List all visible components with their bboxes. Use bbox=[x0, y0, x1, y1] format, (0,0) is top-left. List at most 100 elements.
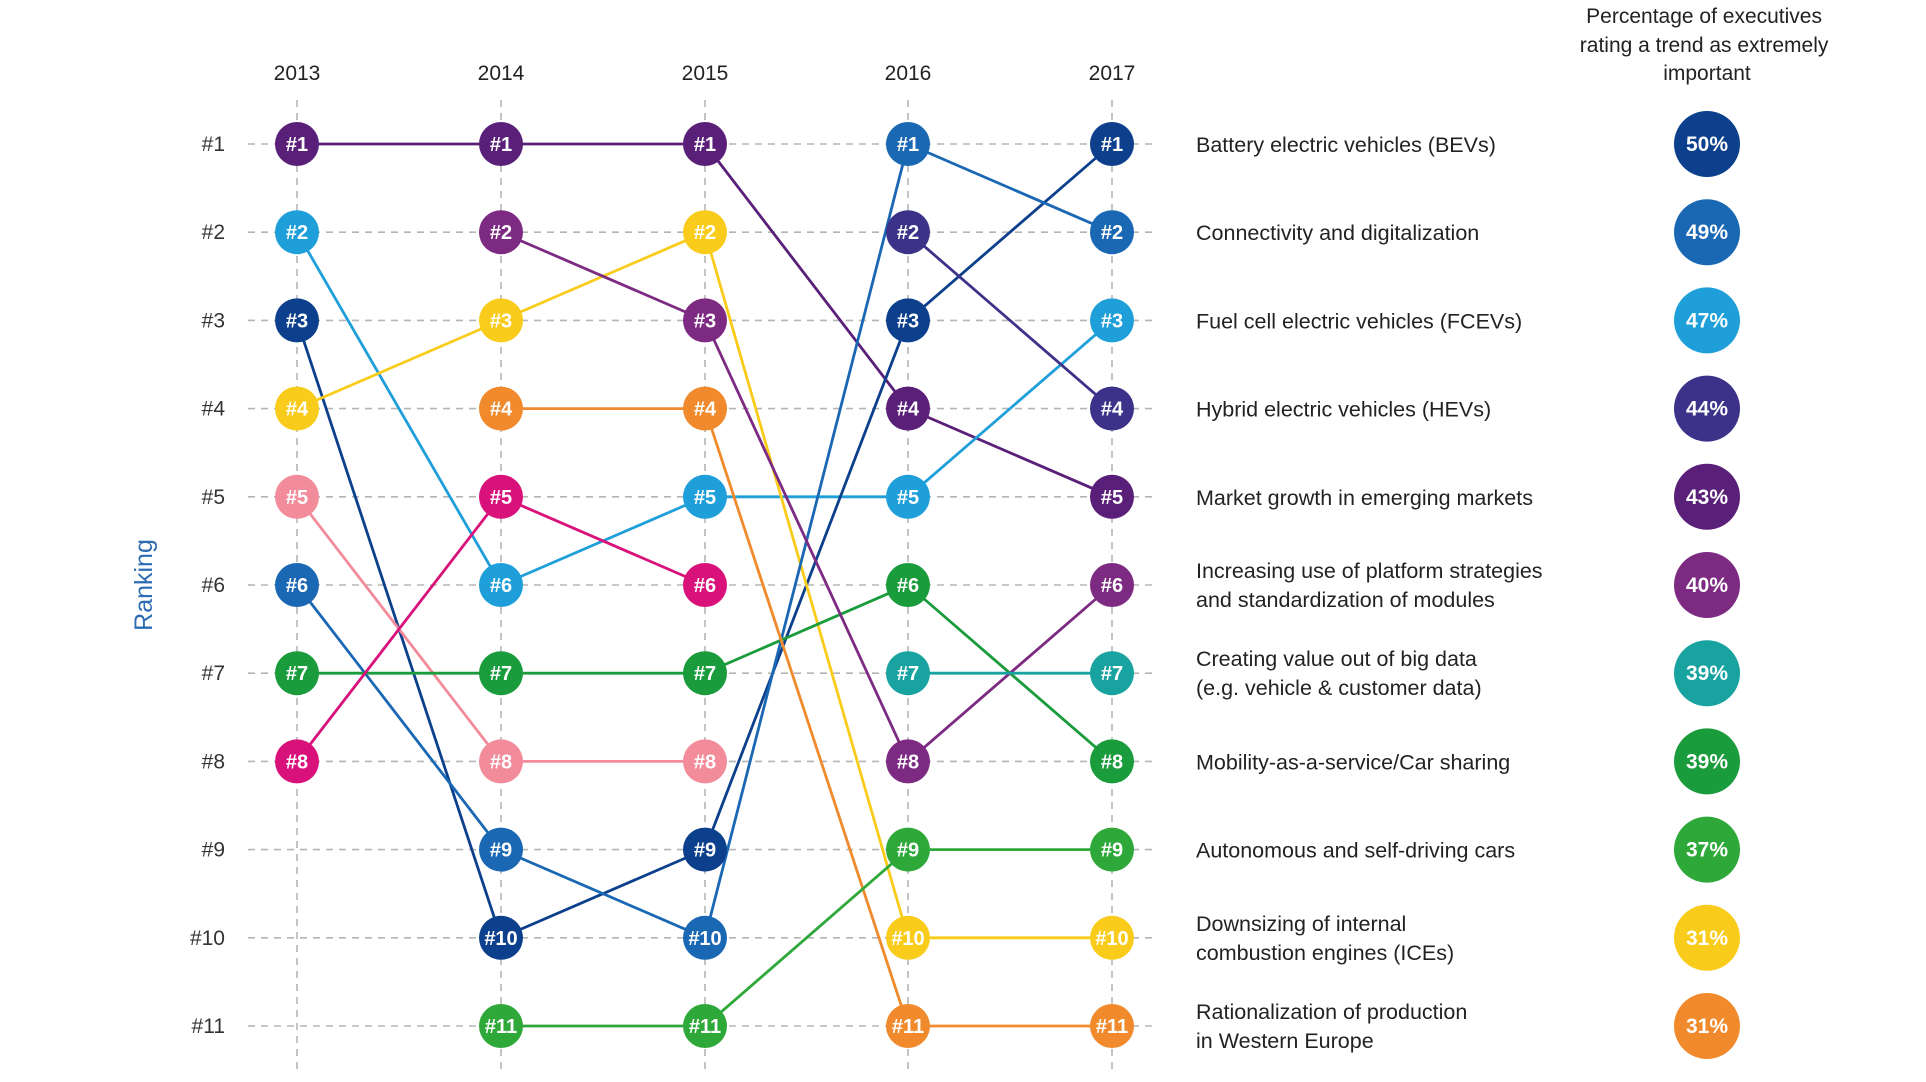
rank-node-label: #6 bbox=[1101, 575, 1123, 597]
pct-badge-6: 40% bbox=[1674, 552, 1740, 618]
rank-node-circle bbox=[1090, 474, 1134, 519]
rank-node-circle bbox=[1090, 915, 1134, 960]
rank-node-2014-1: #1 bbox=[479, 122, 523, 166]
rank-node-2013-4: #4 bbox=[275, 386, 319, 431]
rank-node-circle bbox=[479, 386, 523, 431]
rank-node-circle bbox=[886, 563, 930, 607]
rank-node-2017-6: #6 bbox=[1090, 563, 1134, 607]
rank-node-2013-8: #8 bbox=[275, 739, 319, 784]
pct-header-line-2: rating a trend as extremely bbox=[1580, 34, 1829, 57]
pct-badge-value: 49% bbox=[1686, 221, 1728, 244]
rank-node-2014-11: #11 bbox=[479, 1004, 523, 1048]
rank-node-label: #2 bbox=[897, 222, 919, 244]
rank-node-2017-9: #9 bbox=[1090, 827, 1134, 872]
rank-node-circle bbox=[683, 827, 727, 872]
y-tick-rank-6: #6 bbox=[202, 574, 225, 597]
rank-node-circle bbox=[886, 651, 930, 696]
series-10-segment-2015-2016 bbox=[703, 408, 910, 1027]
rank-node-2014-5: #5 bbox=[479, 474, 523, 519]
rank-node-2014-6: #6 bbox=[479, 563, 523, 607]
rank-node-2016-4: #4 bbox=[886, 386, 930, 431]
rank-node-2013-3: #3 bbox=[275, 298, 319, 343]
rank-node-2017-8: #8 bbox=[1090, 739, 1134, 784]
rank-node-circle bbox=[479, 739, 523, 784]
pct-badge-11: 31% bbox=[1674, 993, 1740, 1059]
rank-node-circle bbox=[886, 739, 930, 784]
rank-node-circle bbox=[275, 386, 319, 431]
rank-node-label: #1 bbox=[1101, 134, 1123, 156]
rank-node-circle bbox=[275, 651, 319, 696]
rank-node-2015-4: #4 bbox=[683, 386, 727, 431]
y-tick-rank-2: #2 bbox=[202, 221, 225, 244]
pct-badge-4: 44% bbox=[1674, 375, 1740, 442]
pct-badge-5: 43% bbox=[1674, 463, 1740, 530]
rank-node-label: #10 bbox=[1095, 928, 1128, 950]
rank-node-label: #7 bbox=[694, 663, 716, 685]
y-tick-rank-10: #10 bbox=[190, 927, 225, 950]
pct-badge-8: 39% bbox=[1674, 728, 1740, 795]
y-tick-rank-11: #11 bbox=[192, 1015, 225, 1038]
rank-node-2014-4: #4 bbox=[479, 386, 523, 431]
rank-node-2015-5: #5 bbox=[683, 474, 727, 519]
series-6-segment-2016-2017 bbox=[907, 142, 1113, 234]
rank-node-circle bbox=[479, 122, 523, 166]
series-12-segment-2016-2017 bbox=[907, 231, 1113, 410]
rank-node-2015-11: #11 bbox=[683, 1004, 727, 1048]
series-11-segment-2015-2016 bbox=[704, 848, 909, 1028]
rank-node-circle bbox=[275, 474, 319, 519]
rank-node-label: #4 bbox=[286, 399, 309, 421]
pct-badge-value: 40% bbox=[1686, 574, 1728, 597]
rank-node-label: #1 bbox=[286, 134, 308, 156]
rank-node-2016-1: #1 bbox=[886, 122, 930, 166]
pct-badge-circle bbox=[1674, 552, 1740, 618]
rank-node-label: #5 bbox=[897, 487, 919, 509]
rank-node-label: #1 bbox=[490, 134, 512, 156]
rank-node-label: #7 bbox=[1101, 663, 1123, 685]
series-4-segment-2015-2016 bbox=[703, 231, 910, 939]
rank-node-2013-7: #7 bbox=[275, 651, 319, 696]
pct-badge-circle bbox=[1674, 199, 1740, 266]
series-lines bbox=[295, 142, 1113, 1028]
rank-node-2017-3: #3 bbox=[1090, 298, 1134, 343]
rank-node-2017-11: #11 bbox=[1090, 1004, 1134, 1048]
rank-node-label: #9 bbox=[490, 840, 512, 862]
trend-label-5: Market growth in emerging markets bbox=[1196, 486, 1533, 510]
x-tick-2017: 2017 bbox=[1089, 62, 1136, 85]
rank-node-circle bbox=[683, 122, 727, 166]
rank-node-label: #8 bbox=[897, 751, 919, 773]
rank-node-2014-9: #9 bbox=[479, 827, 523, 872]
rank-node-2015-8: #8 bbox=[683, 739, 727, 784]
rank-node-label: #8 bbox=[490, 751, 512, 773]
pct-badge-circle bbox=[1674, 904, 1740, 971]
rank-node-circle bbox=[683, 474, 727, 519]
rank-node-circle bbox=[1090, 827, 1134, 872]
rank-node-2017-4: #4 bbox=[1090, 386, 1134, 431]
pct-badge-circle bbox=[1674, 816, 1740, 883]
trend-label-9: Autonomous and self-driving cars bbox=[1196, 839, 1515, 863]
trend-label-4: Hybrid electric vehicles (HEVs) bbox=[1196, 398, 1491, 422]
rank-node-2016-5: #5 bbox=[886, 474, 930, 519]
rank-node-2015-3: #3 bbox=[683, 298, 727, 343]
rank-node-label: #4 bbox=[1101, 399, 1124, 421]
rank-node-label: #9 bbox=[1101, 840, 1123, 862]
pct-badge-circle bbox=[1674, 993, 1740, 1059]
rank-node-circle bbox=[683, 651, 727, 696]
rank-node-circle bbox=[479, 298, 523, 343]
pct-badge-2: 49% bbox=[1674, 199, 1740, 266]
rank-node-2015-7: #7 bbox=[683, 651, 727, 696]
rank-node-label: #3 bbox=[286, 310, 308, 332]
x-tick-2016: 2016 bbox=[885, 62, 932, 85]
pct-badge-10: 31% bbox=[1674, 904, 1740, 971]
pct-badge-circle bbox=[1674, 728, 1740, 795]
rank-node-label: #6 bbox=[286, 575, 308, 597]
pct-badge-1: 50% bbox=[1674, 111, 1740, 177]
rank-node-2016-11: #11 bbox=[886, 1004, 930, 1048]
rank-node-2013-2: #2 bbox=[275, 210, 319, 255]
x-tick-2013: 2013 bbox=[274, 62, 321, 85]
trend-label-10: Downsizing of internal combustion engines… bbox=[1196, 912, 1454, 965]
rank-node-circle bbox=[886, 474, 930, 519]
series-2-segment-2016-2017 bbox=[907, 319, 1113, 498]
pct-badge-value: 47% bbox=[1686, 309, 1728, 332]
rank-node-2013-1: #1 bbox=[275, 122, 319, 166]
series-7-segment-2015-2016 bbox=[704, 583, 909, 675]
